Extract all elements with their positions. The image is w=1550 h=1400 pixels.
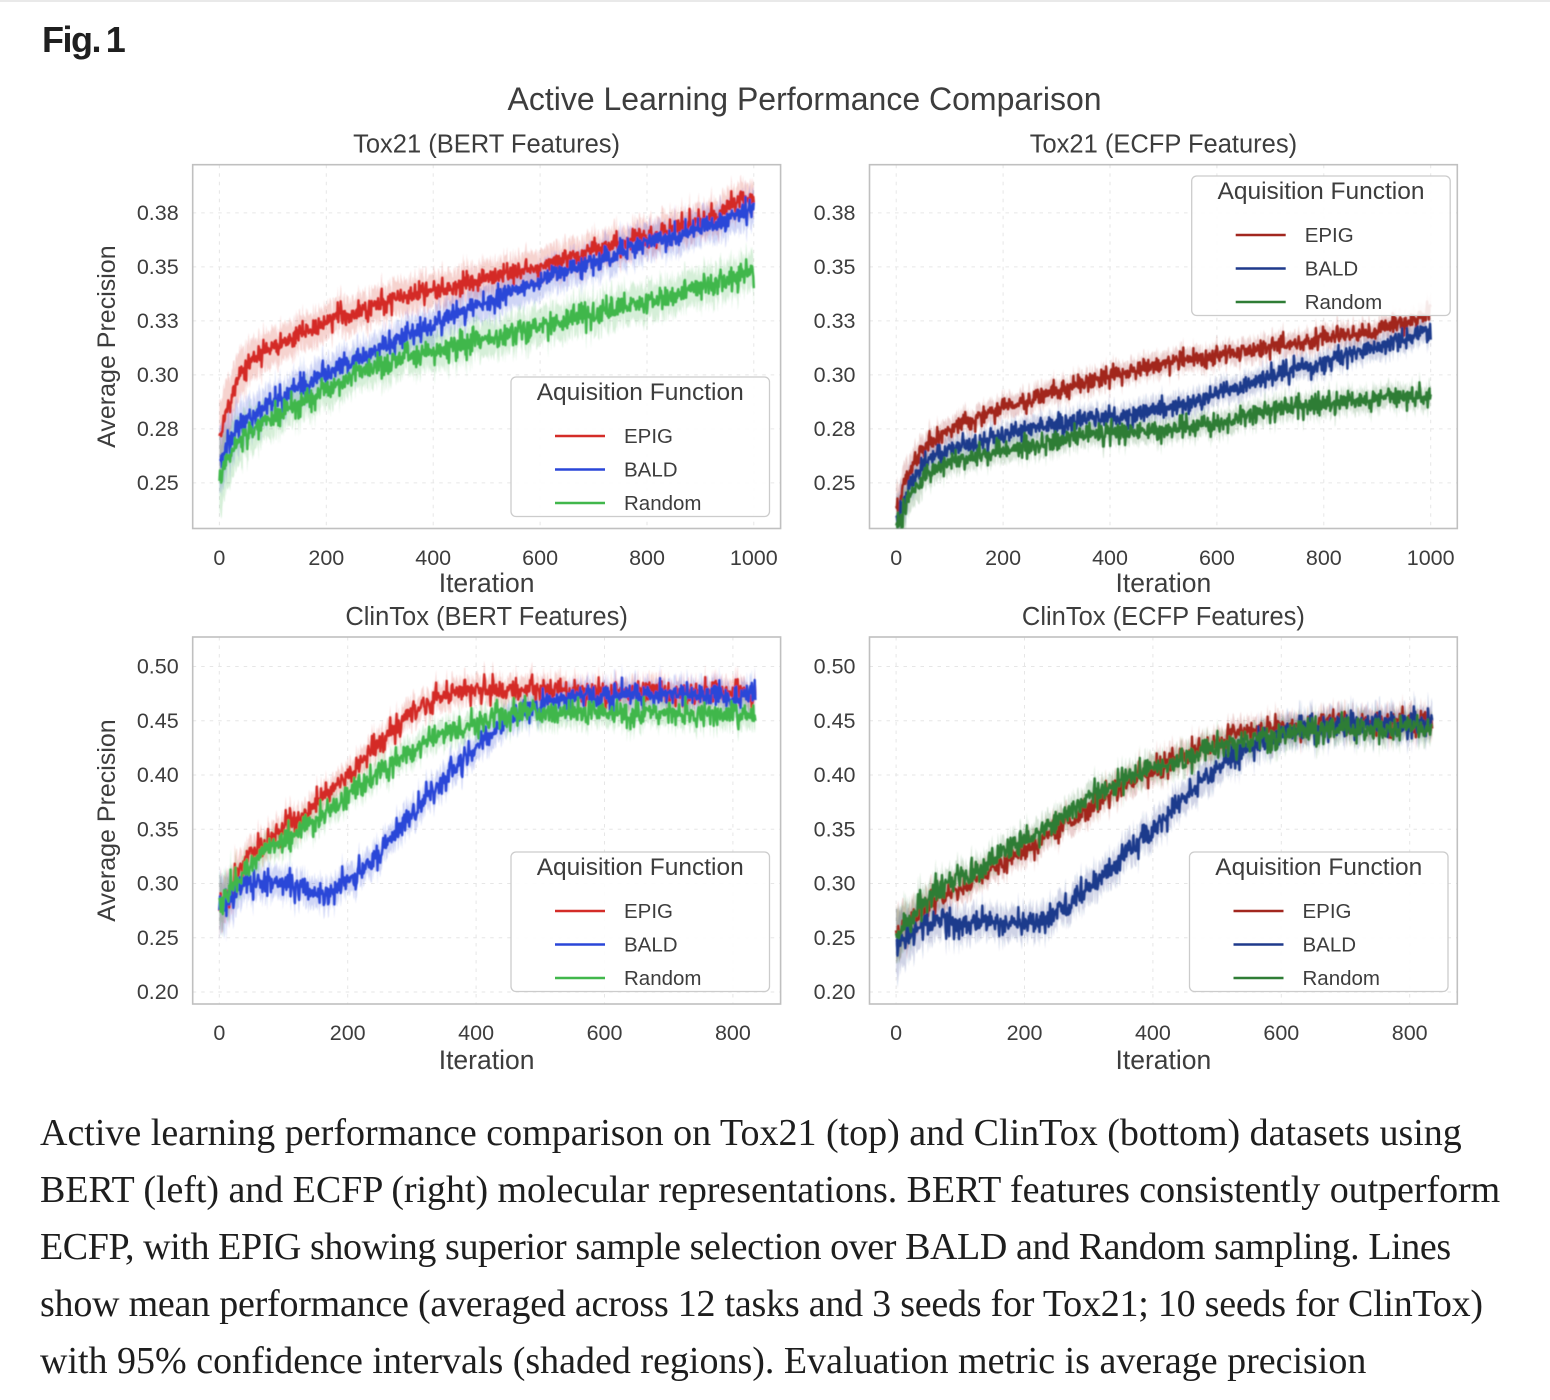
svg-text:0.30: 0.30 [137, 872, 179, 896]
svg-text:800: 800 [1392, 1021, 1428, 1045]
svg-text:0.50: 0.50 [814, 655, 856, 679]
svg-text:400: 400 [458, 1021, 494, 1045]
svg-text:Aquisition Function: Aquisition Function [537, 379, 744, 406]
svg-text:0.30: 0.30 [137, 363, 179, 387]
svg-text:Random: Random [1305, 291, 1383, 314]
svg-text:600: 600 [1199, 546, 1235, 570]
svg-text:0.28: 0.28 [137, 417, 179, 441]
svg-text:Iteration: Iteration [439, 1045, 535, 1075]
svg-text:800: 800 [1306, 546, 1342, 570]
svg-text:400: 400 [1135, 1021, 1171, 1045]
svg-text:0.25: 0.25 [137, 471, 179, 495]
svg-text:Tox21 (BERT Features): Tox21 (BERT Features) [353, 131, 620, 159]
svg-text:1000: 1000 [730, 546, 778, 570]
svg-text:show mean performance (average: show mean performance (averaged across 1… [40, 1283, 1483, 1325]
svg-text:Aquisition Function: Aquisition Function [537, 854, 744, 881]
svg-text:0.33: 0.33 [814, 309, 856, 333]
svg-text:800: 800 [715, 1021, 751, 1045]
svg-text:Fig. 1: Fig. 1 [42, 19, 126, 60]
svg-text:Random: Random [1303, 967, 1381, 990]
svg-text:with 95% confidence intervals: with 95% confidence intervals (shaded re… [40, 1340, 1366, 1382]
svg-text:0.45: 0.45 [137, 709, 179, 733]
svg-text:0: 0 [890, 546, 902, 570]
svg-text:Iteration: Iteration [1116, 568, 1212, 598]
svg-text:Tox21 (ECFP Features): Tox21 (ECFP Features) [1030, 131, 1297, 159]
svg-text:ClinTox (ECFP Features): ClinTox (ECFP Features) [1022, 603, 1305, 631]
svg-text:Aquisition Function: Aquisition Function [1215, 854, 1422, 881]
svg-text:BALD: BALD [624, 934, 678, 957]
svg-text:0.28: 0.28 [814, 417, 856, 441]
svg-text:BERT (left) and ECFP (right) m: BERT (left) and ECFP (right) molecular r… [40, 1169, 1500, 1211]
svg-text:0.45: 0.45 [814, 709, 856, 733]
svg-text:800: 800 [629, 546, 665, 570]
svg-text:ECFP, with EPIG showing superi: ECFP, with EPIG showing superior sample … [40, 1226, 1451, 1268]
svg-text:0.35: 0.35 [814, 255, 856, 279]
svg-text:EPIG: EPIG [1303, 900, 1352, 923]
svg-text:0.30: 0.30 [814, 363, 856, 387]
svg-text:0.35: 0.35 [137, 255, 179, 279]
svg-text:600: 600 [587, 1021, 623, 1045]
svg-text:Iteration: Iteration [439, 568, 535, 598]
svg-text:200: 200 [330, 1021, 366, 1045]
svg-text:400: 400 [1092, 546, 1128, 570]
svg-text:0: 0 [213, 1021, 225, 1045]
svg-text:0.33: 0.33 [137, 309, 179, 333]
svg-text:1000: 1000 [1407, 546, 1455, 570]
svg-text:0.30: 0.30 [814, 872, 856, 896]
svg-text:0.25: 0.25 [814, 926, 856, 950]
svg-text:0: 0 [890, 1021, 902, 1045]
svg-text:400: 400 [415, 546, 451, 570]
svg-text:Random: Random [624, 492, 702, 515]
svg-text:Aquisition Function: Aquisition Function [1217, 178, 1424, 205]
svg-text:0.20: 0.20 [814, 980, 856, 1004]
svg-text:0.35: 0.35 [137, 818, 179, 842]
svg-text:600: 600 [522, 546, 558, 570]
svg-text:0.50: 0.50 [137, 655, 179, 679]
svg-text:600: 600 [1263, 1021, 1299, 1045]
svg-text:BALD: BALD [1303, 934, 1357, 957]
svg-text:0.35: 0.35 [814, 818, 856, 842]
svg-text:ClinTox (BERT Features): ClinTox (BERT Features) [345, 603, 627, 631]
svg-text:Random: Random [624, 967, 702, 990]
svg-text:200: 200 [985, 546, 1021, 570]
svg-text:0.40: 0.40 [137, 763, 179, 787]
svg-text:Active learning performance co: Active learning performance comparison o… [40, 1112, 1462, 1154]
svg-text:200: 200 [308, 546, 344, 570]
svg-text:EPIG: EPIG [1305, 224, 1354, 247]
svg-text:Active Learning Performance Co: Active Learning Performance Comparison [507, 81, 1101, 117]
svg-text:Iteration: Iteration [1116, 1045, 1212, 1075]
svg-text:Average Precision: Average Precision [93, 719, 121, 921]
svg-text:0.20: 0.20 [137, 980, 179, 1004]
svg-text:EPIG: EPIG [624, 425, 673, 448]
svg-text:0: 0 [213, 546, 225, 570]
svg-text:0.38: 0.38 [814, 201, 856, 225]
svg-text:EPIG: EPIG [624, 900, 673, 923]
svg-text:Average Precision: Average Precision [93, 245, 121, 447]
svg-text:BALD: BALD [624, 459, 678, 482]
svg-text:0.38: 0.38 [137, 201, 179, 225]
svg-text:0.25: 0.25 [814, 471, 856, 495]
svg-text:0.25: 0.25 [137, 926, 179, 950]
svg-text:BALD: BALD [1305, 258, 1359, 281]
svg-text:0.40: 0.40 [814, 763, 856, 787]
svg-text:200: 200 [1007, 1021, 1043, 1045]
